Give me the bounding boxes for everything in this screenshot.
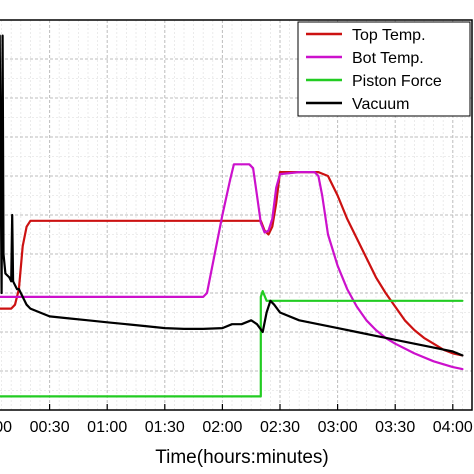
x-tick-label: 01:30 bbox=[145, 419, 185, 436]
x-tick-label: 01:00 bbox=[87, 419, 127, 436]
series-layer bbox=[0, 34, 464, 398]
series-line-0 bbox=[0, 171, 464, 357]
x-ticks: 00:00 00:30 01:00 01:30 02:00 02:30 03:00 03:30… bbox=[0, 404, 473, 436]
x-tick-label: 03:30 bbox=[375, 419, 415, 436]
x-tick-label: 00:30 bbox=[30, 419, 70, 436]
series-line-1 bbox=[0, 163, 464, 371]
x-axis-title: Time(hours:minutes) bbox=[155, 447, 329, 468]
x-tick-label: 00:00 bbox=[0, 419, 12, 436]
plot-frame bbox=[0, 19, 473, 411]
legend-label: Piston Force bbox=[352, 73, 442, 90]
series-line-3 bbox=[0, 34, 464, 357]
legend-box bbox=[297, 21, 471, 117]
legend-label: Vacuum bbox=[352, 96, 410, 113]
legend-label: Bot Temp. bbox=[352, 50, 424, 67]
x-tick-label: 04:00 bbox=[433, 419, 473, 436]
x-tick-label: 03:00 bbox=[318, 419, 358, 436]
x-tick-label: 02:00 bbox=[202, 419, 242, 436]
legend-label: Top Temp. bbox=[352, 27, 426, 44]
x-tick-label: 02:30 bbox=[260, 419, 300, 436]
series-line-2 bbox=[0, 290, 464, 398]
legend: Top Temp. Bot Temp. Piston Force Vacuum bbox=[297, 21, 471, 117]
